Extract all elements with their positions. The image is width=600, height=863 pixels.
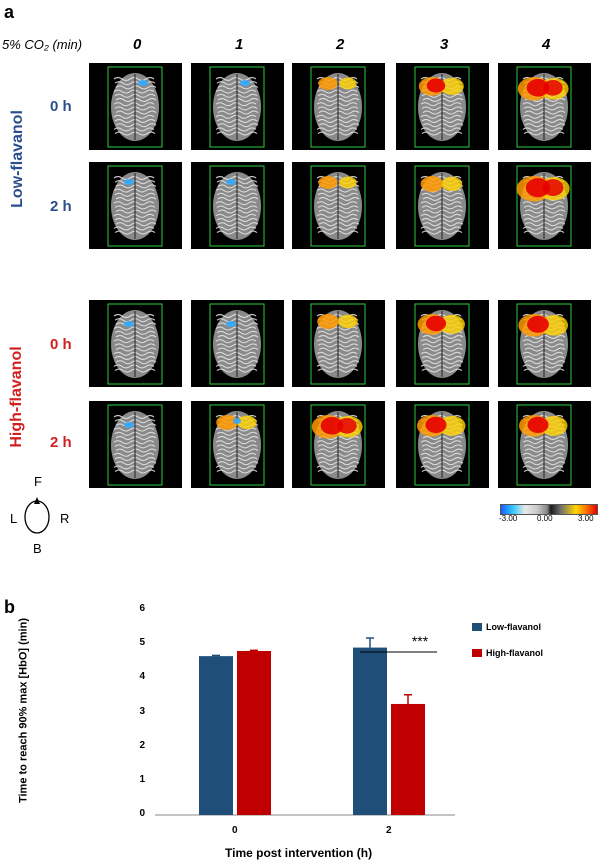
y-tick-label: 1 — [139, 773, 145, 785]
hour-label-high-0: 0 h — [50, 336, 72, 353]
colorbar-min-label: -3.00 — [499, 514, 518, 523]
panel-b-letter: b — [4, 597, 15, 617]
brain-map-high-0h-min-0 — [89, 300, 182, 387]
colorbar-mid-label: 0.00 — [537, 514, 553, 523]
brain-map-high-2h-min-3 — [396, 401, 489, 488]
brain-map-high-0h-min-3 — [396, 300, 489, 387]
brain-map-low-2h-min-4 — [498, 162, 591, 249]
brain-map-high-2h-min-2 — [292, 401, 385, 488]
y-tick-label: 2 — [139, 739, 145, 751]
brain-map-low-0h-min-1 — [191, 63, 284, 150]
brain-map-low-0h-min-4 — [498, 63, 591, 150]
brain-map-low-0h-min-3 — [396, 63, 489, 150]
colorbar — [500, 504, 598, 515]
orientation-diagram — [24, 497, 50, 534]
legend-label-low: Low-flavanol — [486, 622, 542, 632]
brain-map-high-0h-min-1 — [191, 300, 284, 387]
bar-low-2h — [353, 647, 387, 815]
hour-label-high-2: 2 h — [50, 434, 72, 451]
compass-front: F — [34, 474, 42, 489]
brain-map-low-2h-min-2 — [292, 162, 385, 249]
legend-swatch-low — [472, 623, 482, 631]
bar-low-0h — [199, 656, 233, 815]
minute-header-2: 2 — [336, 36, 345, 53]
brain-map-high-2h-min-4 — [498, 401, 591, 488]
significance-stars: *** — [412, 633, 429, 649]
bar-high-0h — [237, 651, 271, 815]
y-tick-label: 4 — [139, 671, 145, 683]
hour-label-low-0: 0 h — [50, 98, 72, 115]
brain-map-high-0h-min-2 — [292, 300, 385, 387]
x-tick-label: 2 — [386, 825, 392, 836]
brain-map-low-2h-min-3 — [396, 162, 489, 249]
panel-a-letter: a — [4, 2, 15, 22]
brain-map-low-2h-min-0 — [89, 162, 182, 249]
brain-map-high-0h-min-4 — [498, 300, 591, 387]
legend-swatch-high — [472, 649, 482, 657]
colorbar-max-label: 3.00 — [578, 514, 594, 523]
legend-label-high: High-flavanol — [486, 648, 544, 658]
compass-left: L — [10, 511, 18, 526]
brain-map-low-0h-min-2 — [292, 63, 385, 150]
y-tick-label: 6 — [139, 603, 145, 614]
bar-high-2h — [391, 703, 425, 815]
brain-map-high-2h-min-1 — [191, 401, 284, 488]
compass-right: R — [60, 511, 70, 526]
minute-header-1: 1 — [235, 36, 244, 53]
brain-map-low-0h-min-0 — [89, 63, 182, 150]
co2-header: 5% CO₂ (min) — [2, 37, 83, 52]
brain-map-high-2h-min-0 — [89, 401, 182, 488]
y-tick-label: 3 — [139, 705, 145, 717]
compass-back: B — [33, 541, 42, 556]
minute-header-0: 0 — [133, 36, 142, 53]
y-tick-label: 5 — [139, 637, 145, 649]
minute-header-3: 3 — [440, 36, 449, 53]
brain-map-low-2h-min-1 — [191, 162, 284, 249]
minute-header-4: 4 — [542, 36, 551, 53]
y-tick-label: 0 — [139, 808, 145, 819]
x-tick-label: 0 — [232, 825, 238, 836]
hour-label-low-2: 2 h — [50, 198, 72, 215]
x-axis-label: Time post intervention (h) — [225, 846, 373, 860]
